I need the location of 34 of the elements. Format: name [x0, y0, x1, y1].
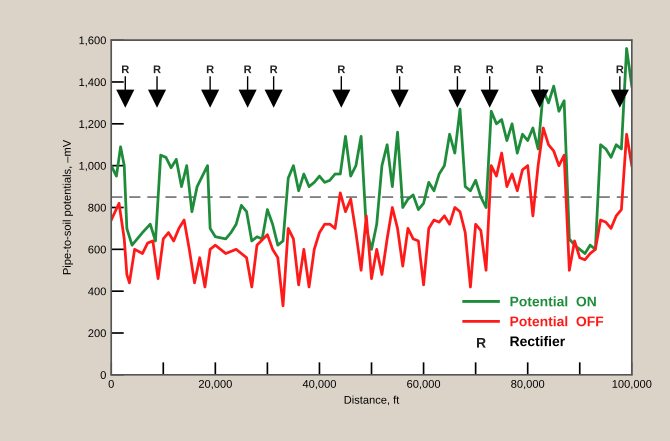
x-tick-label: 20,000 [198, 380, 232, 390]
text: R [477, 338, 486, 348]
data-label: R [616, 65, 624, 74]
x-tick-label: 60,000 [407, 380, 440, 390]
x-tick-label: 40,000 [302, 380, 336, 390]
y-tick-label: 1,600 [79, 36, 106, 46]
y-tick-label: 600 [88, 246, 106, 254]
data-label: R [486, 65, 494, 74]
y-tick-label: 800 [88, 204, 106, 212]
data-label: R [154, 65, 161, 74]
data-label: R [244, 65, 252, 74]
data-label: R [122, 65, 130, 74]
legend-label: Potential ON [510, 296, 596, 306]
data-label: R [338, 65, 346, 74]
legend-label: Potential OFF [510, 316, 604, 326]
x-tick-label: 100,000 [612, 380, 652, 390]
y-tick-label: 400 [88, 287, 106, 296]
y-tick-label: 1,000 [79, 162, 106, 172]
y-axis-title: Pipe-to-soil potentials, –mV [62, 140, 73, 274]
y-tick-label: 200 [88, 329, 106, 338]
data-label: R [536, 65, 544, 74]
data-label: R [454, 65, 462, 74]
y-tick-label: 1,400 [79, 78, 106, 88]
line-series [111, 47, 632, 255]
text: Rectifier [510, 336, 565, 346]
data-label: R [396, 65, 404, 74]
line-series [111, 126, 632, 308]
data-label: R [270, 65, 278, 74]
x-tick-label: 80,000 [511, 380, 544, 390]
y-tick-label: 1,200 [79, 120, 106, 130]
x-tick-label: 0 [108, 380, 114, 388]
data-label: R [206, 65, 214, 74]
x-axis-title: Distance, ft [344, 396, 400, 406]
y-tick-label: 0 [100, 371, 106, 379]
